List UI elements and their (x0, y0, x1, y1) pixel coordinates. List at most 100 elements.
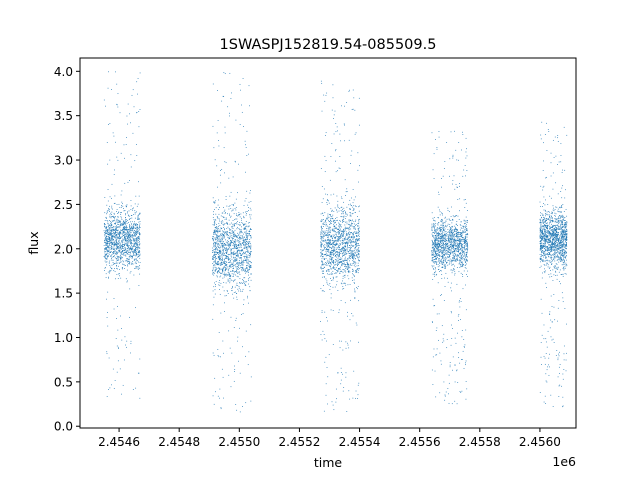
data-point (236, 218, 238, 220)
data-point (124, 243, 126, 245)
data-point (133, 240, 135, 241)
data-point (434, 224, 436, 226)
data-point (230, 244, 231, 246)
data-point (446, 254, 448, 256)
data-point (121, 252, 123, 254)
data-point (349, 249, 350, 251)
data-point (117, 278, 119, 279)
data-point (219, 289, 220, 290)
data-point (346, 411, 348, 412)
data-point (434, 236, 436, 238)
data-point (443, 333, 445, 335)
data-point (436, 238, 438, 239)
data-point (117, 360, 119, 362)
data-point (116, 234, 118, 236)
data-point (225, 257, 227, 259)
data-point (332, 228, 334, 230)
data-point (348, 90, 350, 92)
data-point (240, 254, 242, 256)
data-point (109, 252, 111, 253)
data-point (233, 223, 235, 225)
data-point (346, 233, 347, 234)
data-point (223, 234, 225, 235)
data-point (444, 231, 446, 233)
data-point (333, 231, 335, 232)
data-point (116, 245, 117, 247)
data-point (326, 270, 327, 272)
data-point (345, 213, 347, 215)
data-point (232, 208, 234, 210)
data-point (466, 252, 468, 254)
data-point (107, 87, 109, 89)
data-point (225, 264, 227, 266)
data-point (330, 156, 332, 157)
data-point (249, 192, 251, 194)
data-point (330, 286, 332, 287)
data-point (359, 251, 360, 252)
data-point (330, 278, 331, 279)
data-point (323, 249, 325, 250)
data-point (127, 244, 128, 246)
data-point (105, 230, 107, 231)
data-point (226, 257, 228, 259)
data-point (348, 251, 350, 252)
data-point (250, 246, 251, 248)
data-point (130, 227, 132, 229)
data-point (123, 250, 125, 252)
data-point (341, 240, 343, 242)
data-point (105, 244, 107, 246)
data-point (354, 297, 356, 298)
data-point (237, 247, 239, 249)
data-point (105, 237, 107, 239)
data-point (110, 237, 112, 239)
data-point (222, 235, 224, 237)
data-point (111, 235, 113, 237)
data-point (333, 263, 335, 264)
data-point (450, 241, 452, 243)
data-point (227, 257, 229, 259)
data-point (132, 230, 133, 232)
data-point (330, 235, 331, 237)
data-point (213, 265, 215, 266)
data-point (133, 241, 135, 243)
data-point (230, 274, 231, 276)
data-point (220, 170, 221, 171)
data-point (243, 251, 245, 253)
data-point (355, 322, 357, 324)
data-point (457, 230, 458, 231)
data-point (445, 240, 446, 242)
data-point (452, 180, 454, 182)
data-point (336, 276, 338, 278)
data-point (120, 194, 122, 196)
data-point (357, 228, 359, 230)
data-point (455, 233, 457, 235)
data-point (329, 243, 331, 245)
data-point (129, 248, 131, 250)
data-point (359, 218, 360, 220)
data-point (116, 234, 117, 236)
data-point (235, 247, 236, 249)
data-point (337, 231, 339, 233)
data-point (232, 263, 234, 265)
data-point (114, 271, 116, 273)
data-point (327, 225, 328, 227)
data-point (338, 256, 340, 258)
data-point (464, 220, 466, 222)
data-point (220, 275, 222, 277)
data-point (241, 231, 242, 233)
data-point (218, 257, 219, 259)
data-point (444, 265, 445, 267)
data-point (462, 264, 464, 266)
data-point (109, 220, 111, 222)
data-point (342, 256, 343, 258)
data-point (111, 384, 112, 386)
data-point (120, 224, 122, 226)
data-point (327, 238, 329, 240)
data-point (452, 156, 454, 157)
data-point (343, 275, 345, 276)
data-point (217, 217, 218, 219)
data-point (114, 232, 116, 234)
data-point (241, 222, 243, 223)
data-point (330, 263, 332, 264)
data-point (222, 269, 223, 270)
